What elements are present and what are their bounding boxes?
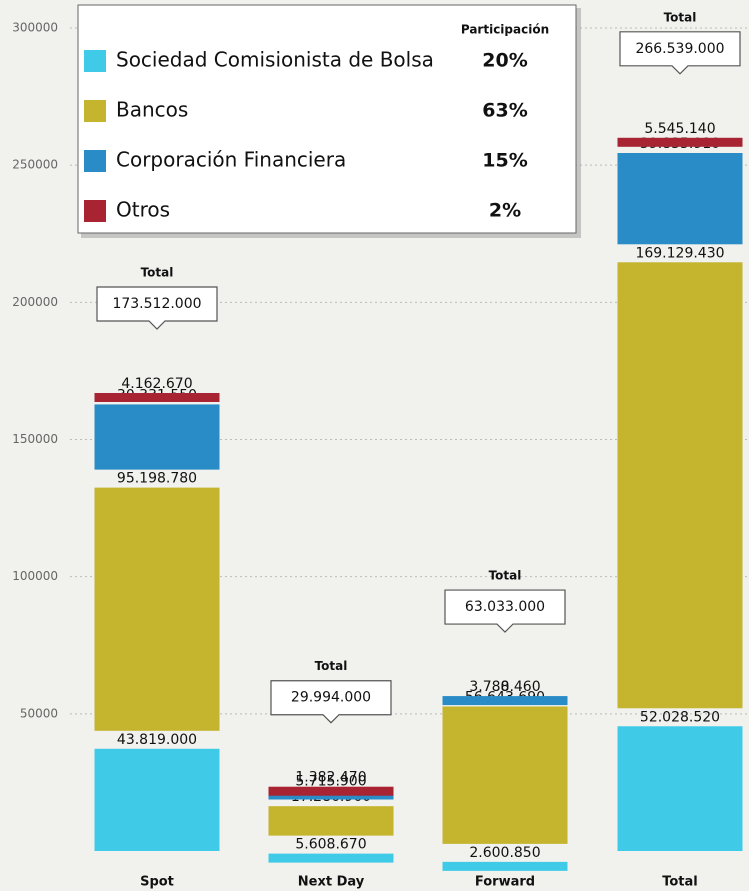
total-title: Total — [141, 265, 174, 279]
y-tick-label: 150000 — [12, 432, 58, 446]
total-value: 29.994.000 — [291, 690, 371, 706]
total-callout — [96, 286, 218, 330]
bar-segment — [268, 853, 394, 863]
bar-segment — [617, 262, 743, 709]
y-tick-label: 100000 — [12, 569, 58, 583]
legend-label: Sociedad Comisionista de Bolsa — [116, 48, 434, 72]
bar-segment — [94, 748, 220, 851]
x-tick-label: Spot — [140, 875, 174, 890]
x-tick-label: Forward — [475, 875, 535, 890]
bar-segment — [94, 487, 220, 731]
total-title: Total — [489, 569, 522, 583]
total-callout — [270, 680, 392, 724]
legend-share: 15% — [482, 150, 527, 172]
bar-segment — [617, 726, 743, 851]
legend-label: Otros — [116, 198, 170, 222]
bar-segment — [617, 137, 743, 147]
total-callout — [444, 589, 566, 633]
legend-label: Corporación Financiera — [116, 148, 346, 172]
legend-swatch — [84, 200, 106, 222]
legend-header: Participación — [461, 23, 549, 37]
value-label: 52.028.520 — [640, 709, 720, 725]
total-value: 63.033.000 — [465, 599, 545, 615]
y-tick-label: 250000 — [12, 158, 58, 172]
value-label: 0 — [501, 679, 510, 695]
value-label: 5.608.670 — [295, 837, 366, 853]
y-tick-label: 200000 — [12, 295, 58, 309]
bar-segment — [268, 806, 394, 836]
bar-segment — [442, 696, 568, 706]
x-tick-label: Total — [662, 875, 698, 890]
bar-segment — [442, 861, 568, 871]
value-label: 1.382.470 — [295, 770, 366, 786]
value-label: 5.545.140 — [644, 121, 715, 137]
total-title: Total — [664, 10, 697, 24]
value-label: 95.198.780 — [117, 471, 197, 487]
legend-swatch — [84, 50, 106, 72]
y-tick-label: 300000 — [12, 21, 58, 35]
bar-segment — [268, 786, 394, 796]
bar-segment — [617, 153, 743, 245]
value-label: 4.162.670 — [121, 376, 192, 392]
value-label: 2.600.850 — [469, 845, 540, 861]
bar-segment — [442, 706, 568, 844]
bar-segment — [94, 392, 220, 402]
x-tick-label: Next Day — [298, 875, 365, 890]
value-label: 5.715.900 — [295, 774, 366, 790]
legend — [77, 4, 577, 234]
legend-label: Bancos — [116, 98, 188, 122]
value-label: 169.129.430 — [635, 245, 724, 261]
bar-segment — [94, 404, 220, 470]
total-value: 173.512.000 — [112, 296, 201, 312]
legend-share: 63% — [482, 100, 527, 122]
y-tick-label: 50000 — [20, 706, 58, 720]
total-title: Total — [315, 659, 348, 673]
legend-swatch — [84, 150, 106, 172]
total-callout — [619, 31, 741, 75]
value-label: 3.788.460 — [469, 679, 540, 695]
value-label: 43.819.000 — [117, 732, 197, 748]
legend-swatch — [84, 100, 106, 122]
legend-share: 2% — [489, 200, 521, 222]
total-value: 266.539.000 — [635, 41, 724, 57]
legend-share: 20% — [482, 50, 527, 72]
